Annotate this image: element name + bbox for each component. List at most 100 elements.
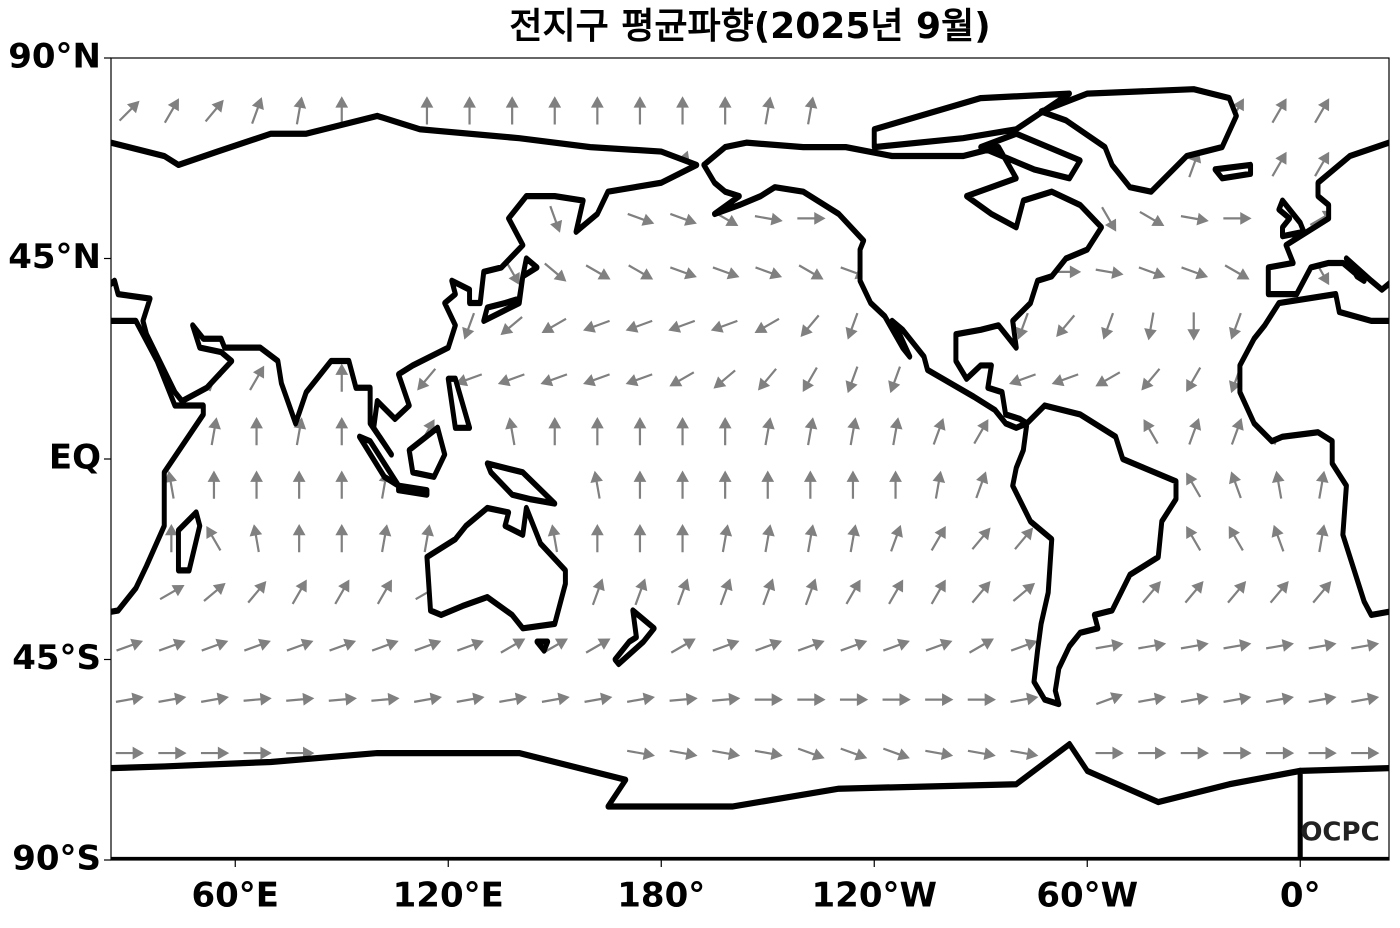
- wave-arrow: [590, 470, 603, 499]
- wave-arrow: [1229, 312, 1242, 340]
- wave-arrow: [930, 579, 946, 605]
- wave-arrow: [971, 527, 991, 550]
- wave-arrow: [755, 638, 783, 652]
- wave-arrow: [804, 578, 818, 606]
- wave-arrow: [1271, 151, 1287, 177]
- wave-arrow: [1187, 312, 1201, 341]
- wave-arrow: [762, 578, 776, 606]
- wave-arrow: [293, 417, 307, 446]
- wave-arrow: [549, 205, 563, 233]
- land: [1240, 294, 1400, 615]
- wave-arrow: [1138, 639, 1167, 652]
- wave-arrow: [591, 578, 605, 606]
- wave-arrow: [203, 582, 226, 602]
- wave-arrow: [286, 638, 314, 652]
- wave-arrow: [1230, 417, 1244, 445]
- wave-arrow: [800, 314, 820, 338]
- wave-arrow: [932, 417, 946, 445]
- wave-arrow: [1271, 98, 1287, 124]
- wave-arrow: [804, 524, 818, 553]
- wave-arrow: [583, 373, 610, 387]
- wave-arrow: [757, 368, 777, 391]
- wave-arrow: [803, 470, 817, 499]
- y-tick-label: 45°N: [8, 237, 101, 277]
- y-tick-label: EQ: [49, 438, 101, 478]
- wave-arrow: [839, 693, 869, 706]
- wave-arrow: [500, 638, 526, 654]
- wave-arrow: [251, 97, 264, 125]
- wave-arrow: [548, 96, 562, 125]
- wave-arrow: [1265, 746, 1295, 760]
- wave-arrow: [1186, 366, 1202, 393]
- wave-arrow: [334, 579, 350, 605]
- wave-arrow: [1014, 527, 1034, 550]
- wave-arrow: [292, 470, 306, 499]
- wave-arrow: [882, 693, 911, 706]
- wave-arrow: [413, 692, 442, 706]
- wave-arrow: [932, 470, 946, 499]
- wave-arrow: [1271, 524, 1285, 552]
- wave-arrow: [1312, 580, 1332, 604]
- wave-arrow: [1315, 524, 1329, 553]
- wave-arrow: [1186, 472, 1202, 498]
- wave-arrow: [1351, 639, 1380, 652]
- wave-arrow: [971, 580, 991, 604]
- wave-arrow: [455, 373, 483, 387]
- wave-arrow: [249, 365, 265, 391]
- wave-arrow: [930, 525, 946, 552]
- wave-arrow: [840, 747, 868, 761]
- wave-arrow: [888, 366, 902, 394]
- wave-arrow: [376, 579, 392, 605]
- wave-arrow: [669, 371, 695, 387]
- wave-arrow: [754, 317, 780, 333]
- wave-arrow: [1229, 471, 1242, 499]
- wave-arrow: [845, 366, 859, 394]
- wave-arrow: [201, 638, 229, 652]
- x-tick-label: 120°W: [812, 876, 937, 916]
- wave-arrow: [1101, 206, 1117, 232]
- wave-arrow: [762, 524, 775, 553]
- wave-arrow: [207, 470, 221, 499]
- wave-arrow: [243, 638, 271, 652]
- wave-arrow: [676, 523, 689, 553]
- wave-arrow: [1265, 639, 1294, 652]
- map-title: 전지구 평균파향(2025년 9월): [509, 6, 990, 47]
- x-tick-label: 60°W: [1036, 876, 1138, 916]
- wave-arrow: [335, 96, 349, 125]
- wave-arrow: [1095, 746, 1124, 760]
- wave-arrow: [798, 264, 824, 280]
- wave-arrow: [634, 578, 648, 606]
- wave-arrow: [291, 579, 307, 605]
- wave-arrow: [548, 417, 562, 446]
- wave-arrow: [676, 417, 689, 446]
- wave-arrow: [200, 746, 230, 760]
- wave-arrow: [889, 417, 903, 446]
- wave-arrow: [719, 578, 733, 606]
- wave-arrow: [627, 212, 655, 226]
- wave-arrow: [889, 470, 902, 499]
- wave-arrow: [585, 264, 611, 280]
- wave-arrow: [975, 471, 989, 499]
- x-tick-label: 180°: [617, 876, 705, 916]
- wave-arrow: [1227, 580, 1247, 604]
- wave-arrow: [1095, 639, 1124, 652]
- wave-arrow: [115, 692, 144, 706]
- wave-arrow: [669, 266, 697, 280]
- wave-arrow: [1016, 312, 1029, 340]
- wave-arrow: [1138, 746, 1167, 760]
- wave-arrow: [335, 523, 349, 553]
- wave-arrow: [1141, 368, 1161, 391]
- wave-arrow: [116, 638, 144, 652]
- wave-arrow: [669, 747, 698, 761]
- wave-arrow: [249, 524, 263, 553]
- wave-arrow: [1308, 746, 1337, 760]
- wave-arrow: [755, 266, 783, 280]
- wave-arrow: [1223, 746, 1252, 760]
- wave-arrow: [762, 96, 775, 125]
- wave-arrow: [499, 692, 528, 706]
- wave-arrow: [761, 470, 775, 499]
- wave-arrow: [583, 319, 610, 333]
- wave-arrow: [420, 96, 434, 125]
- wave-arrow: [414, 638, 442, 652]
- wave-arrow: [1180, 692, 1209, 706]
